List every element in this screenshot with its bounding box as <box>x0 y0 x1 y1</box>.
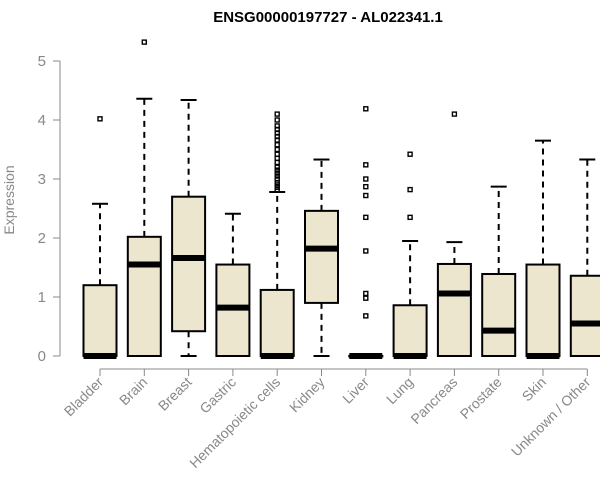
outlier-point <box>274 146 280 153</box>
y-tick-label: 3 <box>38 171 46 188</box>
box-group <box>392 151 428 359</box>
outlier-point <box>363 176 369 182</box>
box-iqr <box>481 272 517 357</box>
outlier-point <box>274 142 280 148</box>
x-tick-label: Prostate <box>457 374 505 422</box>
outlier-point <box>407 214 413 221</box>
y-tick-label: 4 <box>38 112 46 129</box>
outlier-point <box>274 170 280 176</box>
box-iqr <box>436 262 472 357</box>
box-iqr <box>259 288 295 358</box>
x-tick-label: Lung <box>383 374 416 407</box>
box-iqr <box>525 263 561 357</box>
box-group <box>304 158 339 357</box>
plot-area <box>82 39 600 359</box>
box-group <box>525 139 561 359</box>
y-tick-label: 5 <box>38 53 46 70</box>
x-tick-label: Breast <box>155 374 195 414</box>
outlier-point <box>274 173 280 179</box>
box-group <box>171 98 207 357</box>
x-tick-label: Liver <box>339 374 372 407</box>
chart-title: ENSG00000197727 - AL022341.1 <box>213 9 443 26</box>
box-group <box>348 106 384 359</box>
box-group <box>436 111 472 357</box>
outlier-point <box>274 164 280 170</box>
outlier-point <box>363 290 369 297</box>
x-tick-label: Bladder <box>61 374 107 420</box>
y-tick-label: 1 <box>38 289 46 306</box>
outlier-point <box>363 313 369 319</box>
box-iqr <box>392 304 428 358</box>
outlier-point <box>363 106 369 112</box>
outlier-point <box>451 111 458 117</box>
outlier-point <box>274 111 280 117</box>
x-tick-label: Pancreas <box>407 374 460 427</box>
box-group <box>569 158 600 358</box>
box-iqr <box>82 284 118 358</box>
outlier-point <box>363 183 369 190</box>
box-iqr <box>569 274 600 358</box>
outlier-point <box>274 176 280 182</box>
y-tick-label: 2 <box>38 230 46 247</box>
outlier-point <box>141 39 148 45</box>
box-group <box>215 212 251 357</box>
box-group <box>82 116 118 359</box>
outlier-point <box>97 116 103 122</box>
x-tick-label: Gastric <box>196 374 239 417</box>
outlier-point <box>363 162 369 168</box>
box-iqr <box>304 209 339 304</box>
y-tick-label: 0 <box>38 348 46 365</box>
outlier-point <box>274 159 280 166</box>
box-iqr <box>126 235 162 358</box>
outlier-point <box>407 186 413 193</box>
outlier-point <box>274 167 280 173</box>
x-tick-label: Brain <box>116 374 150 408</box>
x-tick-label: Kidney <box>286 374 328 416</box>
x-tick-label: Unknown / Other <box>508 374 594 460</box>
outlier-point <box>363 214 369 221</box>
y-axis: 0 1 2 3 4 5 <box>38 53 61 365</box>
outlier-point <box>274 123 280 129</box>
y-axis-label: Expression <box>1 165 17 234</box>
box-iqr <box>171 195 207 333</box>
outlier-point <box>363 295 369 301</box>
x-tick-label: Skin <box>519 374 550 405</box>
box-group <box>259 111 295 359</box>
box-group <box>126 39 162 358</box>
outlier-point <box>274 117 280 123</box>
outlier-point <box>274 151 280 157</box>
outlier-point <box>407 151 413 157</box>
outlier-point <box>363 248 369 254</box>
outlier-point <box>363 192 369 199</box>
box-group <box>481 185 517 357</box>
outlier-point <box>274 155 280 162</box>
